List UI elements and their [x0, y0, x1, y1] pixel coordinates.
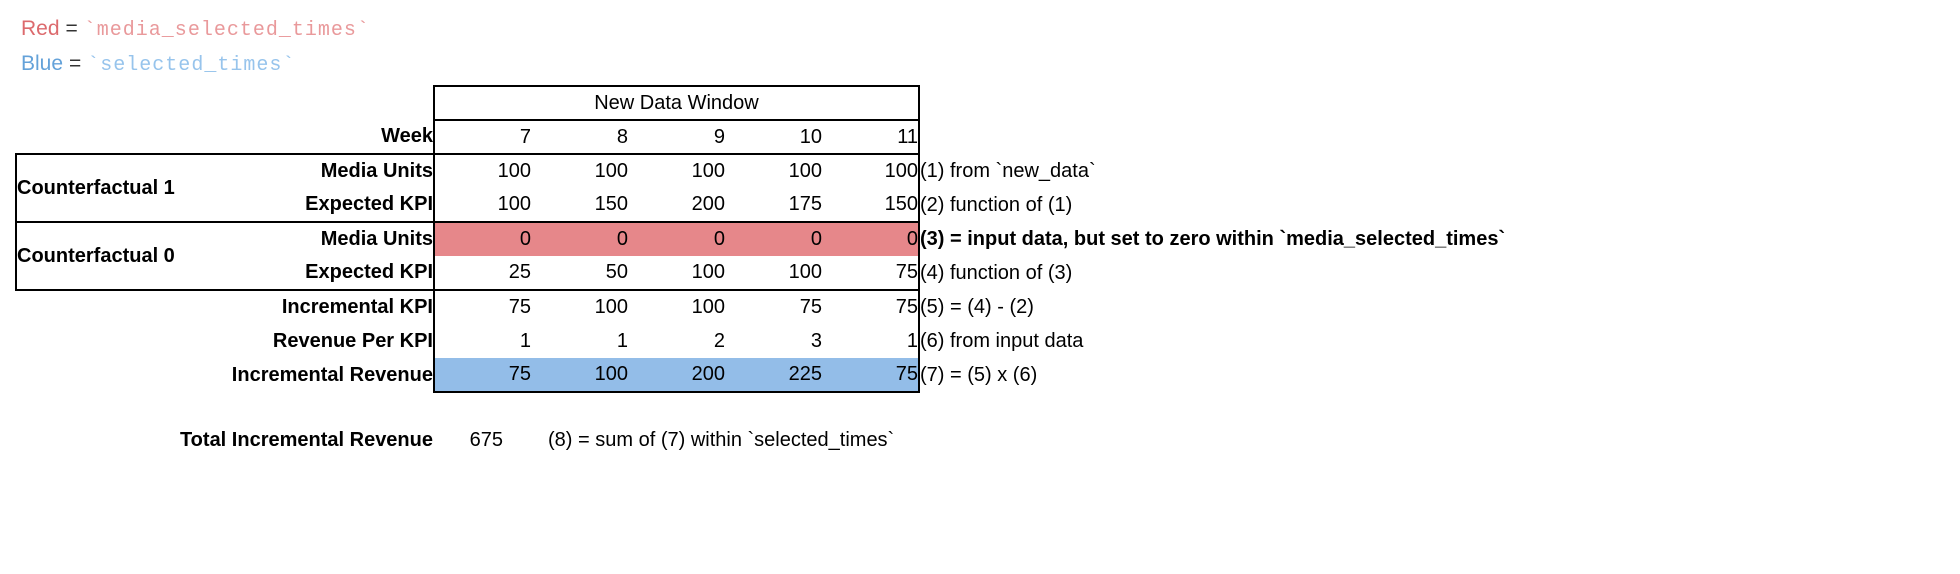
week-cell: 8 [616, 125, 628, 148]
annotation: (1) from `new_data` [920, 159, 1096, 182]
table-row-cf0-media-units: Counterfactual 0 Media Units 0 0 0 0 0 (… [15, 221, 1506, 291]
week-cell: 11 [822, 120, 920, 154]
table-row-incremental-kpi: Incremental KPI 75 100 100 75 75 (5) = (… [16, 290, 1506, 324]
value-cell: 100 [433, 153, 531, 188]
week-label: Week [381, 125, 433, 147]
calc-table: New Data Window Week 7 8 9 10 11 Counter… [15, 85, 1507, 393]
row-label: Media Units [216, 153, 434, 188]
annotation: (3) = input data, but set to zero within… [920, 227, 1506, 250]
value-cell-blue: 200 [628, 358, 725, 393]
value-cell: 1 [616, 329, 628, 352]
week-cell: 9 [713, 125, 725, 148]
legend-blue-code: `selected_times` [87, 54, 296, 77]
spacer-cell [919, 120, 1506, 154]
spacer-cell [16, 120, 216, 154]
group-label-counterfactual-0: Counterfactual 0 [15, 221, 216, 291]
legend: Red = `media_selected_times` Blue = `selecte… [21, 12, 1960, 82]
value-cell: 150 [822, 188, 920, 222]
value-cell-red: 0 [725, 221, 822, 256]
week-row: Week 7 8 9 10 11 [16, 120, 1506, 154]
spacer-cell [919, 86, 1506, 120]
value-cell: 25 [433, 256, 531, 291]
group-label-counterfactual-1: Counterfactual 1 [15, 153, 216, 222]
annotation: (6) from input data [920, 329, 1084, 352]
value-cell: 100 [628, 256, 725, 291]
row-label: Revenue Per KPI [272, 329, 433, 352]
legend-red-line: Red = `media_selected_times` [21, 12, 1960, 47]
value-cell: 100 [531, 153, 628, 188]
annotation: (7) = (5) x (6) [920, 363, 1038, 386]
value-cell: 100 [628, 153, 725, 188]
value-cell: 150 [594, 193, 628, 215]
legend-blue-label: Blue [21, 52, 64, 75]
value-cell-red: 0 [433, 221, 531, 256]
legend-blue-equals: = [69, 52, 82, 75]
value-cell-blue: 225 [725, 358, 822, 393]
total-annotation: (8) = sum of (7) within `selected_times` [548, 429, 895, 451]
value-cell: 100 [594, 296, 628, 318]
value-cell: 1 [822, 324, 920, 358]
value-cell: 100 [822, 153, 920, 188]
annotation: (4) function of (3) [920, 261, 1073, 284]
value-cell: 3 [810, 329, 822, 352]
week-cell: 7 [433, 120, 531, 154]
spacer-cell [16, 290, 216, 324]
value-cell: 1 [433, 324, 531, 358]
table-row-revenue-per-kpi: Revenue Per KPI 1 1 2 3 1 (6) from input… [16, 324, 1506, 358]
value-cell: 100 [691, 296, 725, 318]
value-cell: 50 [531, 256, 628, 291]
spacer-cell [16, 86, 434, 120]
value-cell-blue: 100 [531, 358, 628, 393]
row-label: Expected KPI [305, 193, 433, 215]
value-cell-red: 0 [628, 221, 725, 256]
value-cell-blue: 75 [822, 358, 920, 393]
row-label: Expected KPI [216, 256, 434, 291]
row-label: Incremental KPI [281, 296, 433, 318]
value-cell: 100 [725, 153, 822, 188]
value-cell-red: 0 [531, 221, 628, 256]
legend-red-label: Red [21, 17, 60, 40]
new-data-window-header: New Data Window [433, 85, 920, 121]
legend-red-equals: = [65, 17, 78, 40]
week-cell: 10 [799, 125, 822, 148]
value-cell: 75 [822, 290, 920, 324]
annotation: (5) = (4) - (2) [920, 295, 1034, 318]
value-cell: 100 [725, 256, 822, 291]
legend-blue-line: Blue = `selected_times` [21, 47, 1960, 82]
total-value: 675 [469, 429, 503, 451]
value-cell: 75 [799, 296, 822, 318]
header-row: New Data Window [16, 85, 1506, 121]
total-label: Total Incremental Revenue [179, 429, 433, 451]
table-row-incremental-revenue: Incremental Revenue 75 100 200 225 75 (7… [16, 358, 1506, 393]
table-row-cf1-media-units: Counterfactual 1 Media Units 100 100 100… [15, 153, 1506, 222]
value-cell-red: 0 [822, 221, 920, 256]
row-label: Incremental Revenue [231, 363, 433, 386]
value-cell: 100 [433, 188, 531, 222]
spacer-cell [16, 358, 216, 392]
annotation: (2) function of (1) [920, 193, 1073, 216]
value-cell-blue: 75 [433, 358, 531, 393]
table-row-cf1-expected-kpi: Expected KPI 100 150 200 175 150 (2) fun… [16, 188, 1506, 222]
table-row-cf0-expected-kpi: Expected KPI 25 50 100 100 75 (4) functi… [16, 256, 1506, 291]
total-row: Total Incremental Revenue 675 (8) = sum … [15, 429, 1960, 452]
spacer-cell [16, 324, 216, 358]
value-cell: 75 [822, 256, 920, 291]
row-label: Media Units [216, 221, 434, 256]
value-cell: 75 [433, 290, 531, 324]
value-cell: 175 [788, 193, 822, 215]
legend-red-code: `media_selected_times` [83, 19, 370, 42]
value-cell: 2 [713, 329, 725, 352]
value-cell: 200 [691, 193, 725, 215]
